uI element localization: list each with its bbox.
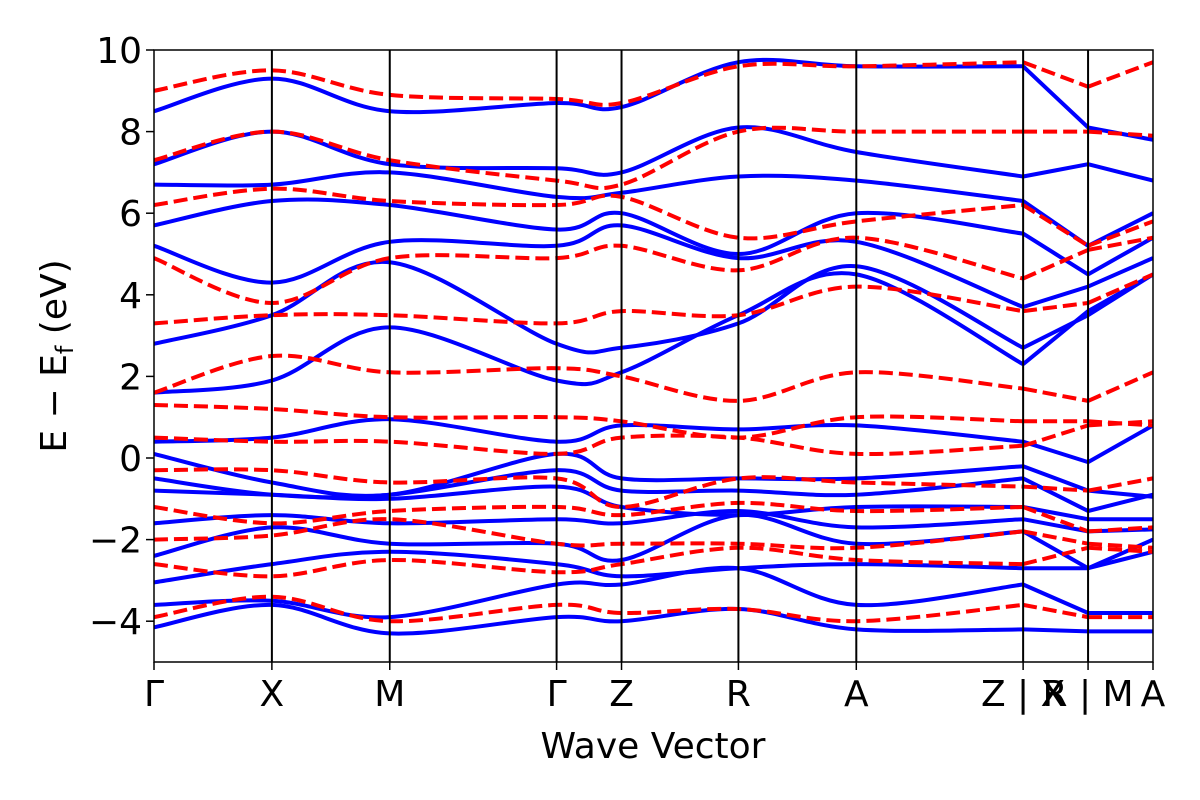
y-axis: −4 −2 0 2 4 6 8 10 bbox=[89, 31, 154, 643]
y-tick-label: 4 bbox=[119, 276, 142, 317]
band-line bbox=[154, 549, 1024, 585]
x-tick-label: Z | X bbox=[981, 674, 1065, 715]
y-tick-label: 6 bbox=[119, 194, 142, 235]
x-tick-label: Γ bbox=[144, 674, 164, 715]
band-line bbox=[154, 271, 1025, 395]
x-tick-label: R bbox=[726, 674, 751, 715]
x-tick-label: R | M bbox=[1043, 674, 1134, 715]
band-lines bbox=[154, 57, 1153, 636]
band-line bbox=[154, 417, 1024, 444]
x-tick-label: Γ bbox=[547, 674, 567, 715]
band-line bbox=[1022, 529, 1089, 546]
band-line bbox=[1022, 248, 1089, 281]
band-line bbox=[1087, 272, 1153, 305]
band-line bbox=[1022, 313, 1089, 350]
band-line bbox=[154, 284, 1024, 326]
band-line bbox=[154, 186, 1024, 241]
band-line bbox=[1087, 162, 1153, 183]
band-line bbox=[154, 223, 1024, 309]
band-line bbox=[1021, 64, 1090, 129]
kpoint-dividers bbox=[270, 50, 1090, 662]
band-line bbox=[1022, 386, 1089, 403]
band-line bbox=[1087, 545, 1153, 554]
band-line bbox=[1087, 370, 1153, 403]
y-tick-label: −2 bbox=[89, 521, 142, 562]
band-line bbox=[154, 513, 1024, 563]
x-tick-label: X bbox=[260, 674, 285, 715]
x-tick-label: A bbox=[844, 674, 869, 715]
band-line bbox=[1021, 309, 1090, 366]
band-line bbox=[1022, 517, 1089, 534]
y-axis-label-main: E − E bbox=[34, 354, 75, 453]
x-axis-label: Wave Vector bbox=[541, 726, 766, 767]
band-line bbox=[1087, 537, 1153, 571]
band-line bbox=[1087, 476, 1153, 493]
band-line bbox=[154, 60, 1024, 107]
band-line bbox=[1022, 203, 1090, 248]
band-line bbox=[1022, 484, 1089, 493]
plot-frame bbox=[153, 49, 1154, 663]
band-line bbox=[1022, 60, 1089, 89]
band-line bbox=[1087, 525, 1153, 534]
y-tick-label: 2 bbox=[119, 357, 142, 398]
band-line bbox=[1087, 129, 1153, 138]
band-line bbox=[154, 125, 1024, 179]
band-line bbox=[1022, 505, 1089, 534]
band-line bbox=[154, 403, 1024, 440]
band-line bbox=[1023, 627, 1089, 634]
y-axis-label: E − Ef (eV) bbox=[34, 259, 79, 452]
band-line bbox=[1087, 235, 1153, 252]
x-tick-label: Z bbox=[609, 674, 634, 715]
band-line bbox=[1022, 162, 1089, 179]
band-line bbox=[1022, 301, 1089, 314]
band-line bbox=[154, 353, 1024, 403]
band-line bbox=[1087, 60, 1153, 89]
x-tick-label: M bbox=[374, 674, 405, 715]
band-line bbox=[1087, 256, 1153, 289]
y-axis-label-unit: (eV) bbox=[34, 259, 75, 345]
band-line bbox=[154, 197, 1024, 256]
band-line bbox=[1022, 602, 1089, 620]
band-line bbox=[1087, 219, 1153, 248]
solid-bands-series bbox=[154, 57, 1153, 636]
y-tick-label: 8 bbox=[119, 113, 142, 154]
band-line bbox=[154, 57, 1024, 115]
band-line bbox=[154, 467, 1024, 509]
band-line bbox=[154, 235, 1024, 305]
band-line bbox=[1022, 231, 1090, 277]
band-line bbox=[1087, 423, 1153, 464]
band-line bbox=[1087, 541, 1153, 550]
band-line bbox=[1022, 545, 1089, 567]
y-axis-label-subscript: f bbox=[51, 345, 79, 354]
band-line bbox=[1022, 284, 1089, 309]
band-line bbox=[1022, 582, 1089, 615]
band-line bbox=[1087, 419, 1153, 428]
y-tick-label: −4 bbox=[89, 602, 142, 643]
band-line bbox=[1022, 476, 1089, 513]
band-line bbox=[1022, 423, 1089, 448]
y-tick-label: 10 bbox=[96, 31, 142, 72]
y-tick-label: 0 bbox=[119, 439, 142, 480]
band-line bbox=[1087, 488, 1153, 499]
x-tick-label: A bbox=[1141, 674, 1166, 715]
band-line bbox=[154, 259, 1024, 355]
